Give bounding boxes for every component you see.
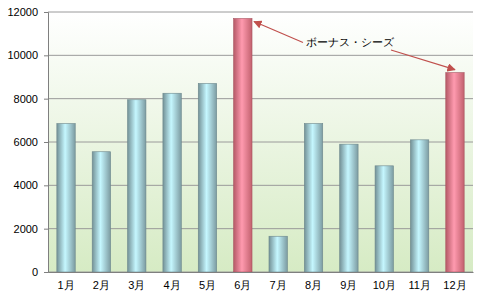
x-tick: 1月	[57, 272, 74, 291]
y-tick-label: 0	[32, 266, 38, 278]
x-tick: 6月	[234, 272, 251, 291]
bar	[234, 19, 252, 273]
x-tick: 4月	[164, 272, 181, 291]
grid-line	[48, 98, 473, 99]
x-tick-label: 6月	[234, 279, 251, 291]
annotation-arrow	[254, 22, 303, 43]
x-tick-label: 10月	[373, 279, 396, 291]
bar	[57, 124, 75, 272]
y-tick: 0	[32, 266, 48, 278]
x-tick: 2月	[93, 272, 110, 291]
plot: 0 2000 4000 6000 8000 10000 12000 1月 2月 3月 4月 5月 6月 7…	[7, 6, 473, 291]
y-tick: 6000	[14, 136, 48, 148]
x-tick-label: 2月	[93, 279, 110, 291]
x-tick: 3月	[128, 272, 145, 291]
y-tick-label: 10000	[7, 49, 38, 61]
y-axis-line	[44, 13, 49, 273]
x-tick-label: 12月	[443, 279, 466, 291]
y-tick-label: 4000	[14, 179, 38, 191]
x-tick-label: 1月	[57, 279, 74, 291]
grid-line	[48, 272, 473, 273]
x-tick-label: 8月	[305, 279, 322, 291]
plot-background	[48, 12, 473, 272]
annotation: ボーナス・シーズ	[306, 36, 395, 49]
y-tick-mark	[44, 229, 48, 230]
x-tick: 9月	[340, 272, 357, 291]
bar	[340, 144, 358, 272]
bar	[304, 124, 322, 272]
bar	[163, 93, 181, 272]
grid-line	[48, 228, 473, 229]
grid-line	[48, 185, 473, 186]
y-tick-label: 2000	[14, 223, 38, 235]
bar	[375, 166, 393, 272]
x-tick: 12月	[443, 272, 466, 291]
x-tick: 10月	[373, 272, 396, 291]
bar	[198, 84, 216, 273]
bar	[128, 100, 146, 272]
x-tick-label: 9月	[340, 279, 357, 291]
x-tick: 8月	[305, 272, 322, 291]
grid-line	[48, 12, 473, 13]
x-axis: 1月 2月 3月 4月 5月 6月 7月 8月 9月 10月 11月 12月	[49, 272, 474, 291]
y-tick-label: 6000	[14, 136, 38, 148]
x-tick-label: 7月	[270, 279, 287, 291]
y-tick: 10000	[7, 49, 48, 61]
x-axis-line	[49, 272, 474, 273]
annotation-arrows	[254, 22, 455, 70]
bar	[446, 73, 464, 272]
y-tick-mark	[44, 272, 48, 273]
bar	[269, 236, 287, 272]
y-tick: 12000	[7, 6, 48, 18]
x-tick-label: 4月	[164, 279, 181, 291]
y-tick-mark	[44, 185, 48, 186]
grid	[48, 12, 473, 272]
x-tick-label: 11月	[408, 279, 430, 291]
y-tick-mark	[44, 55, 48, 56]
y-tick-label: 8000	[14, 93, 38, 105]
y-tick: 4000	[14, 179, 48, 191]
y-tick: 8000	[14, 93, 48, 105]
y-tick: 2000	[14, 223, 48, 235]
x-tick: 5月	[199, 272, 216, 291]
bar	[92, 152, 110, 272]
x-tick-label: 5月	[199, 279, 216, 291]
y-tick-mark	[44, 12, 48, 13]
bars	[57, 19, 464, 273]
x-tick-label: 3月	[128, 279, 145, 291]
annotation-arrow	[391, 50, 455, 70]
chart: 0 2000 4000 6000 8000 10000 12000 1月 2月 3月 4月 5月 6月 7…	[0, 0, 479, 305]
y-tick-mark	[44, 99, 48, 100]
y-tick-label: 12000	[7, 6, 38, 18]
x-tick: 11月	[408, 272, 430, 291]
y-tick-mark	[44, 142, 48, 143]
x-tick: 7月	[270, 272, 287, 291]
bar	[410, 140, 428, 272]
grid-line	[48, 142, 473, 143]
y-axis: 0 2000 4000 6000 8000 10000 12000	[7, 6, 48, 278]
